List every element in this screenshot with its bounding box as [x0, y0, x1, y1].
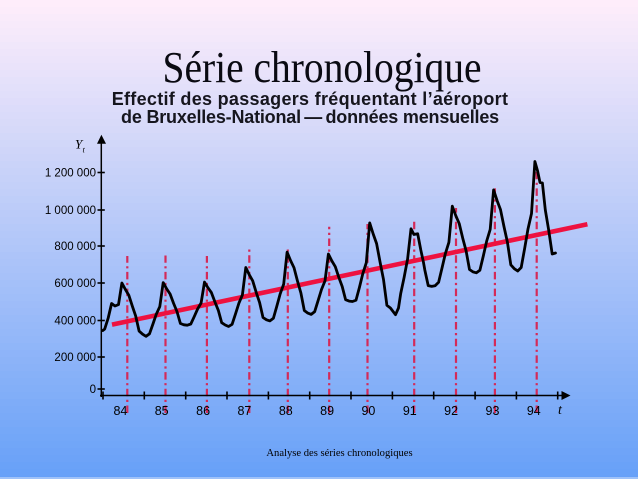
svg-text:85: 85: [155, 404, 169, 418]
svg-text:87: 87: [237, 404, 251, 418]
svg-text:200 000: 200 000: [54, 352, 96, 364]
svg-text:93: 93: [486, 404, 500, 418]
svg-text:1 000 000: 1 000 000: [45, 205, 96, 217]
svg-text:600 000: 600 000: [54, 278, 96, 290]
svg-text:92: 92: [444, 404, 458, 418]
svg-text:800 000: 800 000: [54, 241, 96, 253]
svg-text:Y: Y: [75, 137, 84, 152]
svg-text:t: t: [558, 403, 563, 418]
svg-text:88: 88: [279, 404, 293, 418]
svg-text:t: t: [83, 145, 86, 155]
svg-text:400 000: 400 000: [54, 316, 96, 328]
svg-text:91: 91: [403, 404, 417, 418]
svg-text:94: 94: [527, 404, 541, 418]
svg-text:0: 0: [90, 384, 96, 396]
svg-text:84: 84: [113, 404, 127, 418]
svg-text:1 200 000: 1 200 000: [45, 168, 96, 180]
svg-text:90: 90: [361, 404, 375, 418]
svg-text:86: 86: [196, 404, 210, 418]
svg-text:89: 89: [320, 404, 334, 418]
